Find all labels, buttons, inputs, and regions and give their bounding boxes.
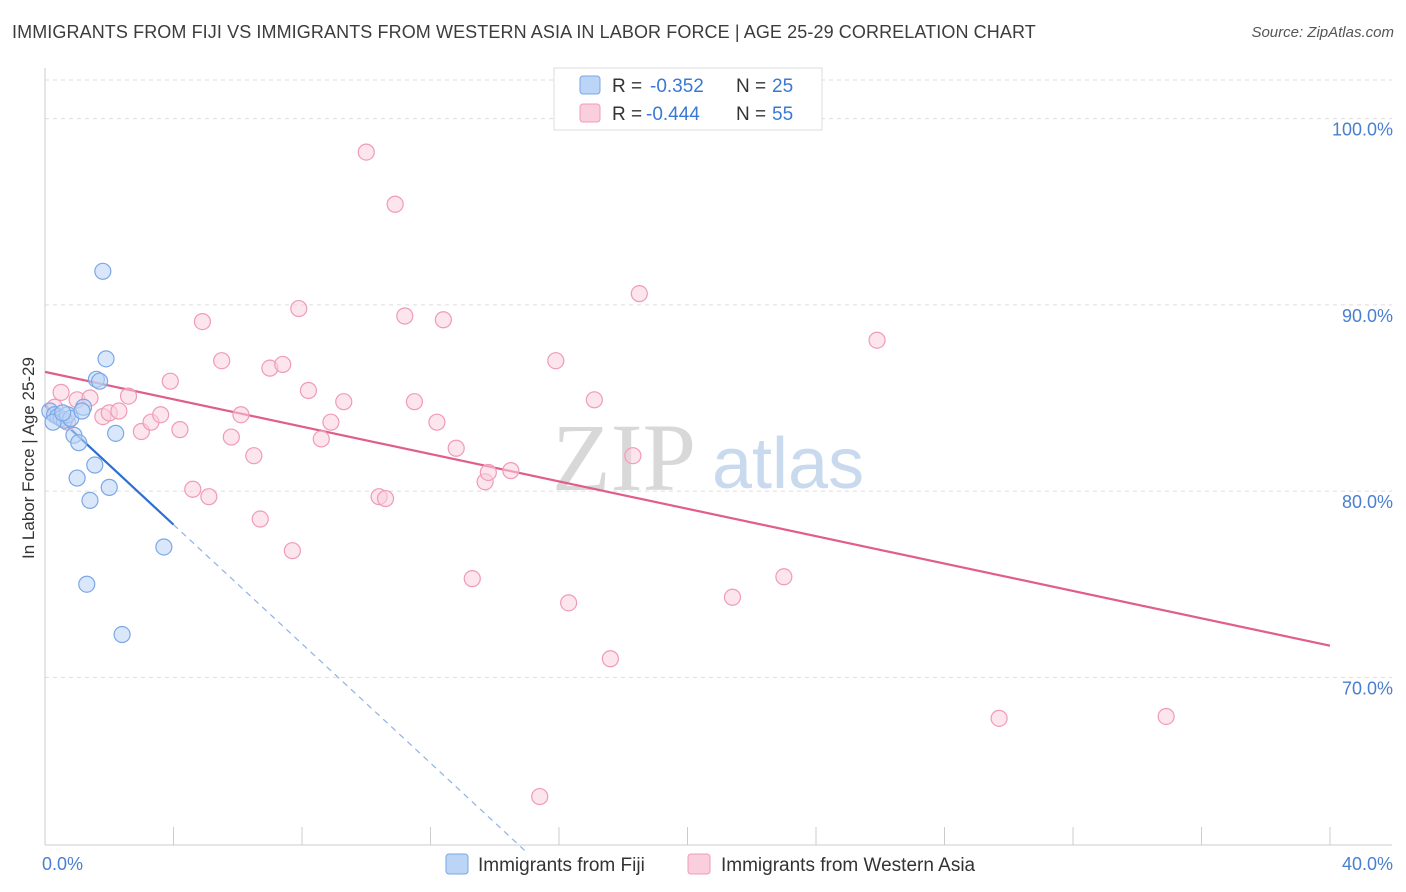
tick-labels: 70.0% 80.0% 90.0% 100.0% 0.0% 40.0% — [42, 120, 1393, 874]
y-axis-label: In Labor Force | Age 25-29 — [19, 357, 38, 559]
data-point-western-asia — [322, 413, 340, 431]
trend-line-fiji-extension — [173, 524, 528, 853]
watermark-atlas: atlas — [712, 424, 864, 504]
data-point-western-asia — [386, 195, 404, 213]
data-point-western-asia — [396, 307, 414, 325]
data-point-western-asia — [184, 480, 202, 498]
data-point-western-asia — [283, 542, 301, 560]
data-point-western-asia — [290, 299, 308, 318]
data-point-fiji — [81, 491, 99, 510]
data-point-fiji — [70, 434, 88, 452]
data-point-western-asia — [119, 387, 138, 405]
data-point-western-asia — [222, 428, 240, 446]
data-point-western-asia — [624, 447, 642, 465]
data-point-western-asia — [868, 331, 886, 349]
axes — [44, 68, 1392, 846]
data-point-western-asia — [312, 430, 330, 448]
data-point-western-asia — [447, 439, 465, 457]
data-point-western-asia — [110, 402, 128, 420]
data-point-western-asia — [274, 355, 292, 374]
legend-swatch-western-asia — [579, 103, 601, 123]
legend-n-value-fiji: 25 — [772, 76, 793, 97]
watermark-zip: ZIP — [552, 404, 696, 511]
data-point-western-asia — [200, 488, 218, 506]
bottom-legend: Immigrants from Fiji Immigrants from Wes… — [445, 853, 976, 876]
data-point-fiji — [97, 350, 115, 368]
data-point-western-asia — [405, 393, 424, 411]
data-point-western-asia — [531, 787, 549, 806]
data-point-western-asia — [299, 381, 318, 400]
trend-line-western-asia — [44, 370, 1331, 647]
data-point-western-asia — [171, 421, 189, 439]
bottom-legend-swatch-western-asia — [687, 853, 711, 875]
y-tick-label: 100.0% — [1332, 120, 1393, 140]
data-point-western-asia — [193, 312, 212, 331]
y-tick-label: 70.0% — [1342, 678, 1393, 698]
data-point-western-asia — [585, 391, 603, 409]
data-point-western-asia — [52, 383, 70, 401]
data-point-fiji — [113, 625, 131, 644]
data-point-fiji — [86, 456, 104, 474]
data-point-fiji — [54, 404, 72, 422]
data-point-western-asia — [990, 709, 1008, 727]
data-point-western-asia — [775, 568, 793, 586]
data-point-fiji — [73, 402, 91, 420]
data-point-western-asia — [213, 352, 231, 370]
legend-n-value-western-asia: 55 — [772, 104, 793, 125]
data-point-fiji — [100, 478, 118, 496]
data-point-western-asia — [251, 510, 269, 528]
bottom-legend-label-fiji: Immigrants from Fiji — [478, 855, 645, 876]
y-tick-label: 90.0% — [1342, 306, 1393, 326]
data-point-western-asia — [463, 570, 481, 588]
data-point-western-asia — [723, 588, 742, 606]
data-point-fiji — [155, 538, 173, 556]
data-point-western-asia — [1157, 707, 1175, 726]
data-point-western-asia — [152, 406, 170, 424]
data-point-western-asia — [479, 463, 497, 482]
data-point-fiji — [107, 424, 125, 442]
legend-n-label-fiji: N = — [736, 76, 766, 97]
y-tick-label: 80.0% — [1342, 492, 1393, 512]
bottom-legend-swatch-fiji — [445, 853, 469, 875]
bottom-legend-label-western-asia: Immigrants from Western Asia — [721, 855, 976, 876]
legend-r-label-western-asia: R = — [612, 104, 642, 125]
legend-swatch-fiji — [579, 75, 601, 95]
legend: R = -0.352 N = 25 R = -0.444 N = 55 — [553, 67, 823, 131]
x-tick-label-min: 0.0% — [42, 854, 83, 874]
data-point-fiji — [91, 372, 109, 390]
data-point-western-asia — [630, 285, 648, 303]
data-point-fiji — [78, 575, 96, 593]
legend-r-value-fiji: -0.352 — [650, 76, 704, 97]
data-point-western-asia — [428, 413, 446, 431]
data-point-western-asia — [161, 372, 179, 390]
legend-n-label-western-asia: N = — [736, 104, 766, 125]
data-point-western-asia — [560, 594, 578, 612]
data-point-fiji — [68, 469, 86, 487]
legend-r-label-fiji: R = — [612, 76, 642, 97]
data-point-western-asia — [601, 650, 620, 668]
x-tick-label-max: 40.0% — [1342, 854, 1393, 874]
legend-r-value-western-asia: -0.444 — [646, 104, 700, 125]
data-point-western-asia — [502, 462, 520, 480]
data-point-western-asia — [232, 406, 250, 424]
data-point-western-asia — [245, 447, 263, 465]
data-point-fiji — [94, 262, 112, 280]
chart-title: IMMIGRANTS FROM FIJI VS IMMIGRANTS FROM … — [12, 22, 1036, 42]
data-point-western-asia — [547, 352, 565, 370]
data-point-western-asia — [376, 489, 395, 508]
data-point-western-asia — [335, 393, 353, 411]
chart-source: Source: ZipAtlas.com — [1251, 24, 1394, 41]
data-point-western-asia — [434, 311, 452, 329]
grid-lines — [45, 79, 1392, 678]
data-points — [41, 143, 1175, 806]
watermark: ZIP atlas — [552, 404, 864, 511]
data-point-western-asia — [357, 143, 375, 161]
